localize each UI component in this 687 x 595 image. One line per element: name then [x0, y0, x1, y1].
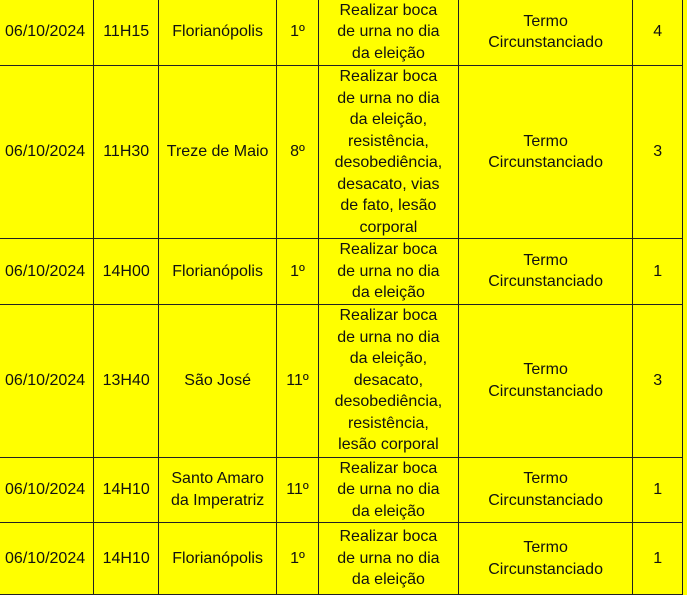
table-row: 06/10/2024 13H40 São José 11º Realizar boca … [0, 303, 683, 458]
cell-crime: Realizar boca de urna no dia da eleição [318, 238, 459, 305]
count-text: 1 [653, 481, 663, 498]
cell-crime: Realizar boca de urna no dia da eleição [318, 456, 459, 523]
cell-time: 14H10 [93, 456, 160, 523]
crime-text: Realizar boca de urna no dia da eleição [337, 528, 440, 589]
cell-count: 1 [632, 238, 683, 305]
cell-count: 1 [632, 456, 683, 523]
cell-zone: 1º [276, 238, 319, 305]
cell-procedure: Termo Circunstanciado [457, 456, 634, 523]
zone-text: 11º [286, 481, 309, 498]
count-text: 1 [653, 549, 663, 567]
crime-text: Realizar boca de urna no dia da eleição [337, 1, 440, 62]
procedure-text: Termo Circunstanciado [488, 470, 603, 509]
table-row: 06/10/2024 11H15 Florianópolis 1º Realizar b… [0, 0, 683, 66]
time-text: 13H40 [102, 371, 150, 389]
zone-text: 1º [290, 23, 305, 41]
count-text: 1 [653, 262, 663, 280]
cell-procedure: Termo Circunstanciado [457, 65, 634, 239]
city-text: Santo Amaro da Imperatriz [170, 470, 265, 509]
cell-zone: 1º [276, 522, 319, 595]
cell-city: Santo Amaro da Imperatriz [158, 456, 278, 523]
table-row: 06/10/2024 14H10 Florianópolis 1º Realizar b… [0, 522, 683, 595]
cell-procedure: Termo Circunstanciado [457, 303, 634, 458]
date-text: 06/10/2024 [5, 549, 86, 567]
table-row: 06/10/2024 14H10 Santo Amaro da Imperatriz… [0, 456, 683, 523]
time-text: 14H00 [102, 262, 150, 280]
cell-procedure: Termo Circunstanciado [457, 0, 634, 66]
cell-time: 11H15 [93, 0, 160, 66]
cell-city: Florianópolis [158, 0, 278, 66]
count-text: 4 [653, 23, 663, 41]
crime-text: Realizar boca de urna no dia da eleição [337, 459, 440, 520]
cell-zone: 11º [276, 456, 319, 523]
procedure-text: Termo Circunstanciado [488, 539, 603, 578]
cell-date: 06/10/2024 [0, 65, 95, 239]
zone-text: 11º [286, 371, 309, 389]
date-text: 06/10/2024 [5, 143, 86, 161]
procedure-text: Termo Circunstanciado [488, 251, 603, 291]
city-text: São José [184, 371, 251, 389]
cell-date: 06/10/2024 [0, 303, 95, 458]
date-text: 06/10/2024 [5, 23, 86, 41]
cell-city: Florianópolis [158, 522, 278, 595]
date-text: 06/10/2024 [5, 481, 86, 498]
cell-crime: Realizar boca de urna no dia da eleição,… [318, 65, 459, 239]
count-text: 3 [653, 371, 663, 389]
date-text: 06/10/2024 [5, 262, 86, 280]
cell-count: 1 [632, 522, 683, 595]
crime-text: Realizar boca de urna no dia da eleição,… [334, 307, 443, 454]
cell-date: 06/10/2024 [0, 522, 95, 595]
zone-text: 8º [290, 143, 305, 161]
cell-zone: 8º [276, 65, 319, 239]
time-text: 11H30 [103, 143, 150, 161]
city-text: Florianópolis [172, 23, 263, 41]
cell-time: 13H40 [93, 303, 160, 458]
zone-text: 1º [290, 262, 305, 280]
city-text: Treze de Maio [166, 143, 269, 161]
cell-time: 14H10 [93, 522, 160, 595]
cell-count: 3 [632, 65, 683, 239]
cell-date: 06/10/2024 [0, 238, 95, 305]
cell-crime: Realizar boca de urna no dia da eleição [318, 522, 459, 595]
procedure-text: Termo Circunstanciado [488, 132, 603, 172]
cell-crime: Realizar boca de urna no dia da eleição,… [318, 303, 459, 458]
table-row: 06/10/2024 14H00 Florianópolis 1º Realizar b… [0, 238, 683, 305]
cell-time: 11H30 [93, 65, 160, 239]
cell-count: 3 [632, 303, 683, 458]
cell-city: Treze de Maio [158, 65, 278, 239]
cell-time: 14H00 [93, 238, 160, 305]
crime-text: Realizar boca de urna no dia da eleição [337, 241, 440, 301]
date-text: 06/10/2024 [5, 371, 86, 389]
cell-zone: 1º [276, 0, 319, 66]
cell-date: 06/10/2024 [0, 456, 95, 523]
cell-zone: 11º [276, 303, 319, 458]
time-text: 11H15 [103, 23, 150, 41]
cell-city: Florianópolis [158, 238, 278, 305]
procedure-text: Termo Circunstanciado [488, 12, 603, 52]
count-text: 3 [653, 143, 663, 161]
cell-date: 06/10/2024 [0, 0, 95, 66]
cell-procedure: Termo Circunstanciado [457, 238, 634, 305]
time-text: 14H10 [102, 481, 150, 498]
city-text: Florianópolis [172, 549, 263, 567]
cell-city: São José [158, 303, 278, 458]
crime-text: Realizar boca de urna no dia da eleição,… [334, 68, 443, 236]
cell-procedure: Termo Circunstanciado [457, 522, 634, 595]
cell-crime: Realizar boca de urna no dia da eleição [318, 0, 459, 66]
zone-text: 1º [290, 549, 305, 567]
time-text: 14H10 [102, 549, 150, 567]
procedure-text: Termo Circunstanciado [488, 361, 603, 400]
city-text: Florianópolis [172, 262, 263, 280]
cell-count: 4 [632, 0, 683, 66]
table-row: 06/10/2024 11H30 Treze de Maio 8º Realizar b… [0, 65, 683, 239]
